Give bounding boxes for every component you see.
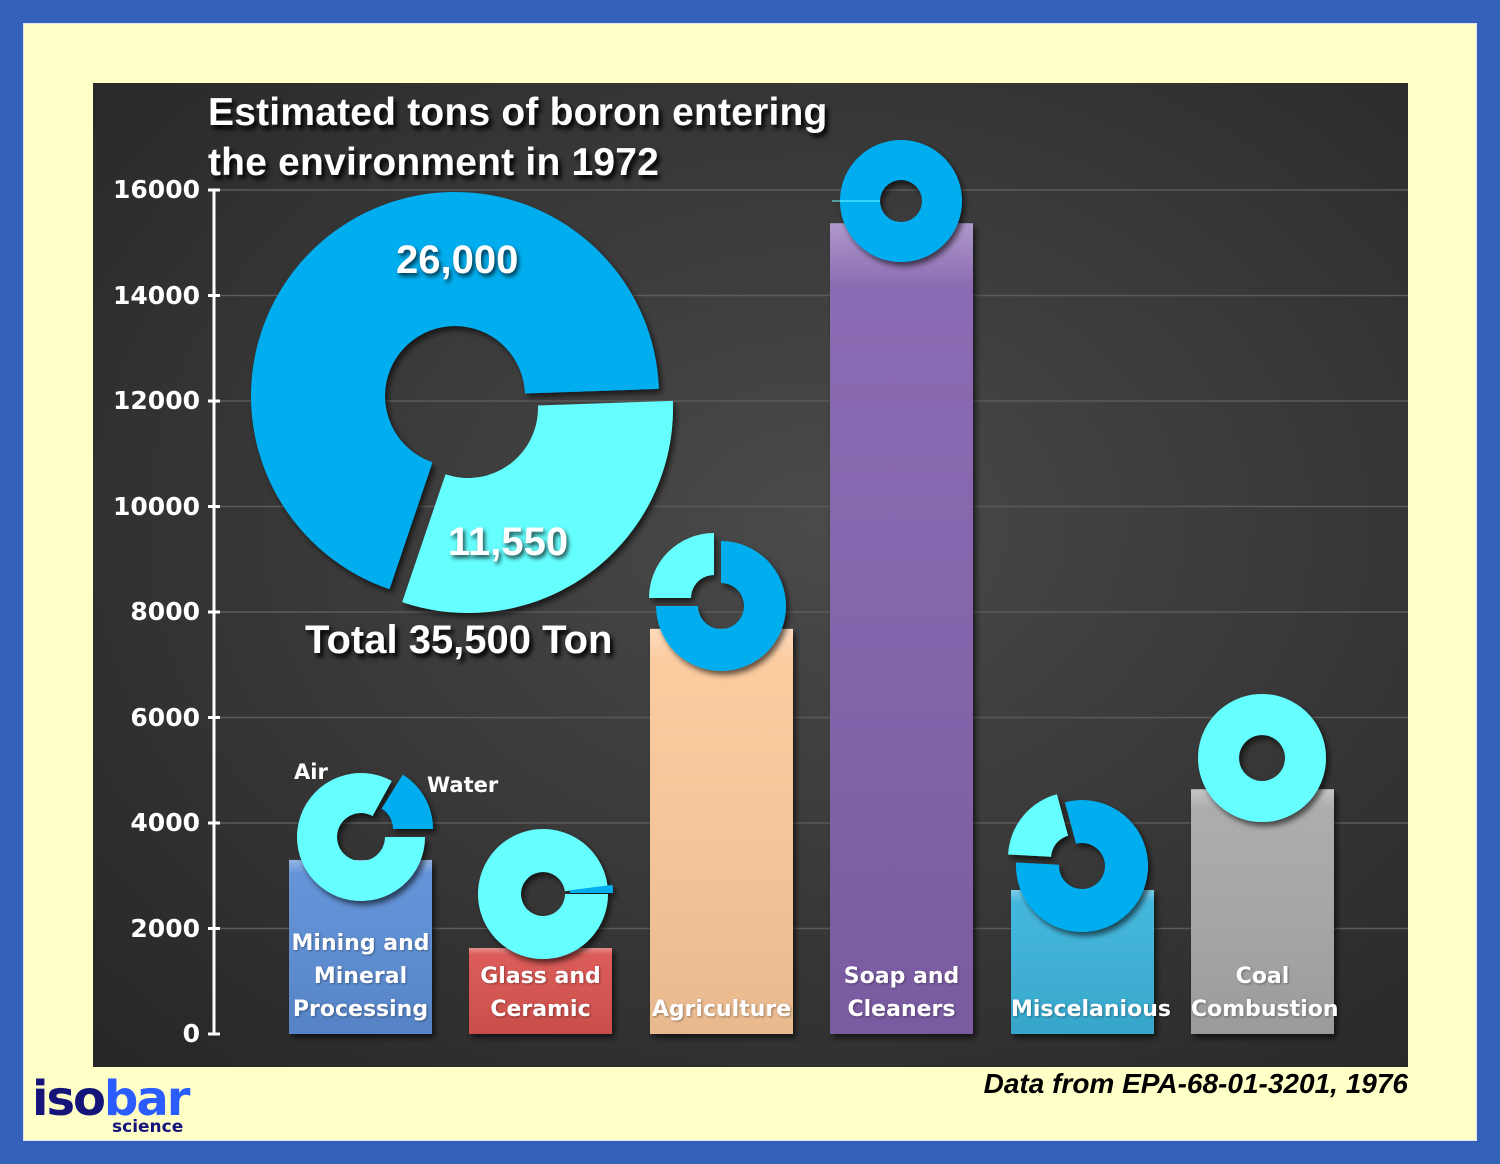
y-axis	[208, 188, 220, 1036]
legend-water-label: Water	[427, 773, 499, 797]
bar-label: Agriculture	[651, 997, 792, 1022]
y-tick-label: 14000	[113, 280, 200, 310]
donuts	[251, 140, 1326, 960]
logo-text-iso: iso	[32, 1071, 106, 1127]
bars	[289, 223, 1334, 1035]
donut-agriculture	[649, 533, 786, 671]
y-tick-label: 2000	[130, 913, 200, 943]
y-tick-label: 6000	[130, 702, 200, 732]
bar-2	[650, 628, 793, 1034]
chart-title: Estimated tons of boron entering the env…	[208, 88, 908, 188]
water-total-label: 11,550	[448, 520, 569, 564]
isobar-science-logo: isobar science	[32, 1075, 190, 1137]
air-wedge	[1008, 794, 1069, 857]
donut-glass	[477, 829, 613, 960]
summary-wedge-air	[251, 191, 659, 590]
water-wedge	[381, 774, 433, 829]
bar-label: Coal Combustion	[1191, 964, 1339, 1022]
air-wedge	[649, 533, 714, 598]
water-wedge	[839, 140, 962, 263]
bar-label: Mining and Mineral Processing	[291, 931, 430, 1022]
bar-label: Soap and Cleaners	[843, 964, 960, 1022]
y-tick-label: 12000	[113, 386, 200, 415]
donut-mining	[297, 773, 433, 901]
bar-3	[830, 223, 973, 1035]
water-wedge	[569, 884, 613, 893]
y-tick-label: 16000	[113, 175, 200, 204]
summary-donut	[251, 191, 673, 613]
summary-wedge-water	[402, 400, 673, 613]
bar-5	[1191, 789, 1334, 1034]
water-wedge	[656, 541, 786, 671]
total-label: Total 35,500 Ton	[305, 618, 613, 662]
water-wedge	[1016, 800, 1148, 932]
logo-text-science: science	[112, 1117, 184, 1137]
bar-label: Glass and Ceramic	[480, 964, 601, 1022]
donut-miscellaneous	[1008, 794, 1148, 932]
y-tick-label: 4000	[130, 808, 200, 837]
air-total-label: 26,000	[396, 238, 519, 282]
y-tick-label: 8000	[130, 597, 200, 626]
bar-label: Miscelanious	[1011, 997, 1171, 1022]
data-source-note: Data from EPA-68-01-3201, 1976	[983, 1068, 1408, 1099]
title-line-1: Estimated tons of boron entering	[208, 91, 828, 134]
donut-coal	[1198, 694, 1326, 823]
air-wedge	[297, 773, 425, 901]
legend-air-label: Air	[294, 760, 328, 784]
logo-text-bar: bar	[104, 1071, 190, 1127]
bar-1	[469, 948, 612, 1034]
air-wedge	[1198, 694, 1326, 823]
y-tick-label: 0	[182, 1019, 200, 1048]
title-line-2: the environment in 1972	[208, 141, 660, 184]
donut-soap	[832, 140, 962, 263]
y-tick-label: 10000	[113, 491, 200, 521]
air-wedge	[477, 829, 608, 960]
